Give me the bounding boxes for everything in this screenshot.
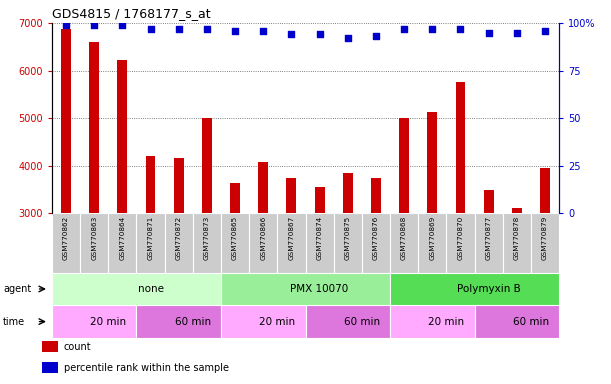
Point: [399, 26, 409, 32]
Text: GSM770874: GSM770874: [316, 216, 323, 260]
Text: 60 min: 60 min: [344, 316, 380, 327]
Text: none: none: [137, 284, 164, 294]
Text: GSM770870: GSM770870: [458, 216, 464, 260]
Text: GSM770871: GSM770871: [147, 216, 153, 260]
Bar: [174, 157, 184, 356]
Text: count: count: [64, 342, 91, 352]
Bar: [52, 305, 136, 338]
Text: GSM770862: GSM770862: [63, 216, 69, 260]
Point: [428, 26, 437, 32]
Text: GSM770864: GSM770864: [119, 216, 125, 260]
Text: GSM770878: GSM770878: [514, 216, 520, 260]
Text: GSM770876: GSM770876: [373, 216, 379, 260]
Point: [540, 28, 550, 34]
Point: [61, 22, 71, 28]
Bar: [202, 118, 212, 356]
Bar: [503, 213, 531, 273]
Text: GSM770872: GSM770872: [176, 216, 181, 260]
Bar: [540, 167, 550, 356]
Text: 20 min: 20 min: [259, 316, 295, 327]
Bar: [193, 213, 221, 273]
Text: 60 min: 60 min: [175, 316, 211, 327]
Bar: [42, 341, 57, 352]
Bar: [89, 42, 99, 356]
Bar: [362, 213, 390, 273]
Text: 20 min: 20 min: [90, 316, 126, 327]
Bar: [306, 305, 390, 338]
Text: PMX 10070: PMX 10070: [290, 284, 349, 294]
Bar: [399, 118, 409, 356]
Text: GSM770865: GSM770865: [232, 216, 238, 260]
Bar: [221, 273, 390, 305]
Bar: [390, 213, 418, 273]
Point: [287, 31, 296, 38]
Bar: [512, 209, 522, 356]
Bar: [108, 213, 136, 273]
Text: GSM770867: GSM770867: [288, 216, 295, 260]
Text: 60 min: 60 min: [513, 316, 549, 327]
Point: [258, 28, 268, 34]
Point: [145, 26, 155, 32]
Point: [89, 22, 99, 28]
Text: percentile rank within the sample: percentile rank within the sample: [64, 363, 229, 373]
Point: [343, 35, 353, 41]
Bar: [334, 213, 362, 273]
Bar: [343, 173, 353, 356]
Text: GSM770869: GSM770869: [430, 216, 435, 260]
Bar: [80, 213, 108, 273]
Bar: [456, 83, 466, 356]
Text: GSM770877: GSM770877: [486, 216, 492, 260]
Bar: [475, 305, 559, 338]
Point: [315, 31, 324, 38]
Bar: [258, 162, 268, 356]
Text: time: time: [3, 316, 25, 327]
Bar: [475, 213, 503, 273]
Bar: [390, 305, 475, 338]
Point: [456, 26, 466, 32]
Bar: [390, 273, 559, 305]
Bar: [136, 213, 164, 273]
Text: GDS4815 / 1768177_s_at: GDS4815 / 1768177_s_at: [52, 7, 211, 20]
Bar: [315, 187, 324, 356]
Text: GSM770868: GSM770868: [401, 216, 407, 260]
Bar: [277, 213, 306, 273]
Point: [117, 22, 127, 28]
Text: Polymyxin B: Polymyxin B: [457, 284, 521, 294]
Bar: [52, 213, 80, 273]
Point: [174, 26, 184, 32]
Bar: [447, 213, 475, 273]
Bar: [145, 156, 155, 356]
Bar: [418, 213, 447, 273]
Bar: [531, 213, 559, 273]
Bar: [221, 213, 249, 273]
Bar: [249, 213, 277, 273]
Text: GSM770863: GSM770863: [91, 216, 97, 260]
Bar: [484, 190, 494, 356]
Text: agent: agent: [3, 284, 31, 294]
Bar: [117, 60, 127, 356]
Bar: [230, 183, 240, 356]
Bar: [42, 362, 57, 373]
Text: 20 min: 20 min: [428, 316, 464, 327]
Bar: [371, 179, 381, 356]
Bar: [221, 305, 306, 338]
Bar: [427, 113, 437, 356]
Bar: [164, 213, 193, 273]
Point: [371, 33, 381, 40]
Bar: [306, 213, 334, 273]
Bar: [61, 29, 71, 356]
Text: GSM770866: GSM770866: [260, 216, 266, 260]
Text: GSM770875: GSM770875: [345, 216, 351, 260]
Text: GSM770873: GSM770873: [204, 216, 210, 260]
Bar: [136, 305, 221, 338]
Bar: [287, 179, 296, 356]
Point: [512, 30, 522, 36]
Point: [230, 28, 240, 34]
Point: [202, 26, 212, 32]
Text: GSM770879: GSM770879: [542, 216, 548, 260]
Bar: [52, 273, 221, 305]
Point: [484, 30, 494, 36]
